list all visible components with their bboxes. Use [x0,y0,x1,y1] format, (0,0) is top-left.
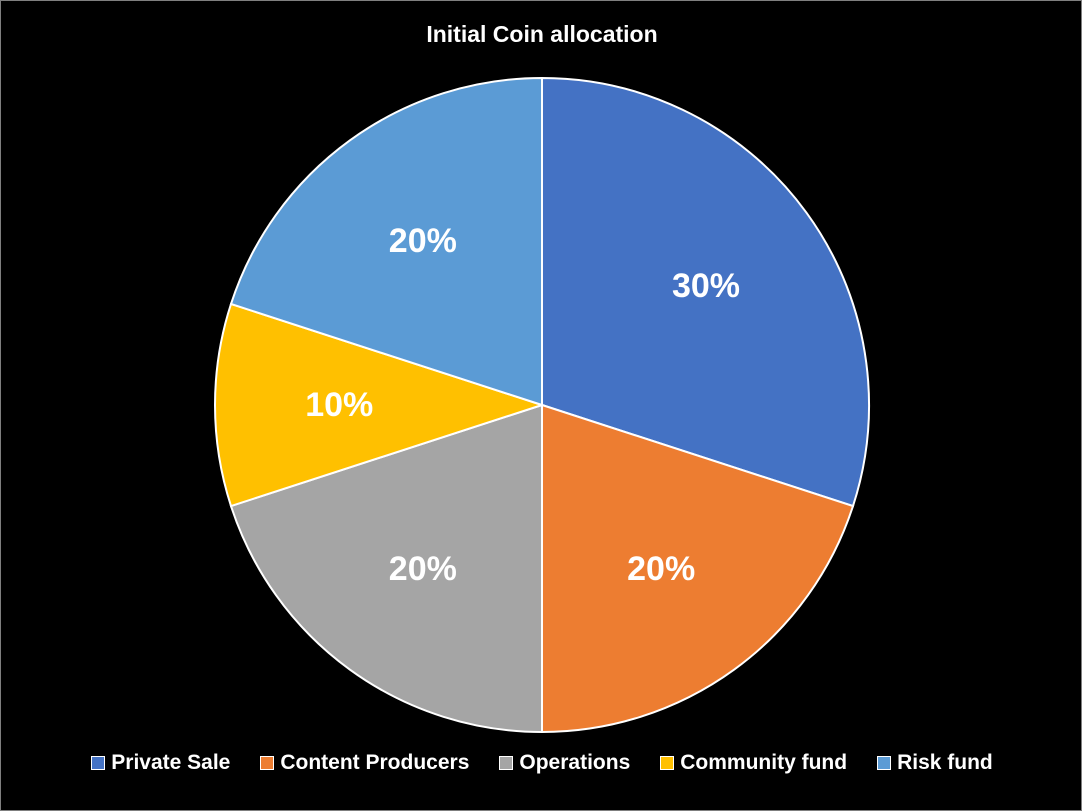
data-label-risk-fund: 20% [389,222,457,260]
legend-item-risk-fund: Risk fund [877,751,993,775]
legend-label: Content Producers [280,751,470,774]
legend-item-content-producers: Content Producers [260,751,469,775]
legend-swatch [499,756,514,770]
pie-slice-risk-fund [229,76,543,407]
legend-label: Community fund [680,751,848,774]
chart-title: Initial Coin allocation [426,21,658,47]
legend-swatch [877,756,892,770]
legend-swatch [260,756,275,770]
data-label-content-producers: 20% [627,550,695,588]
legend-label: Private Sale [111,751,231,774]
legend-item-private-sale: Private Sale [91,751,230,775]
legend-swatch [660,756,675,770]
pie-slice-content-producers [541,403,855,734]
legend-swatch [91,756,106,770]
pie-slice-community-fund [214,302,546,508]
legend-label: Operations [519,751,631,774]
legend-item-operations: Operations [499,751,630,775]
legend: Private Sale Content Producers Operations C… [1,751,1081,775]
legend-label: Risk fund [897,751,993,774]
data-label-community-fund: 10% [305,386,373,424]
data-label-operations: 20% [389,550,457,588]
pie-slice-private-sale [541,76,870,508]
pie-slice-operations [229,403,543,734]
legend-item-community-fund: Community fund [660,751,847,775]
data-label-private-sale: 30% [672,267,740,305]
